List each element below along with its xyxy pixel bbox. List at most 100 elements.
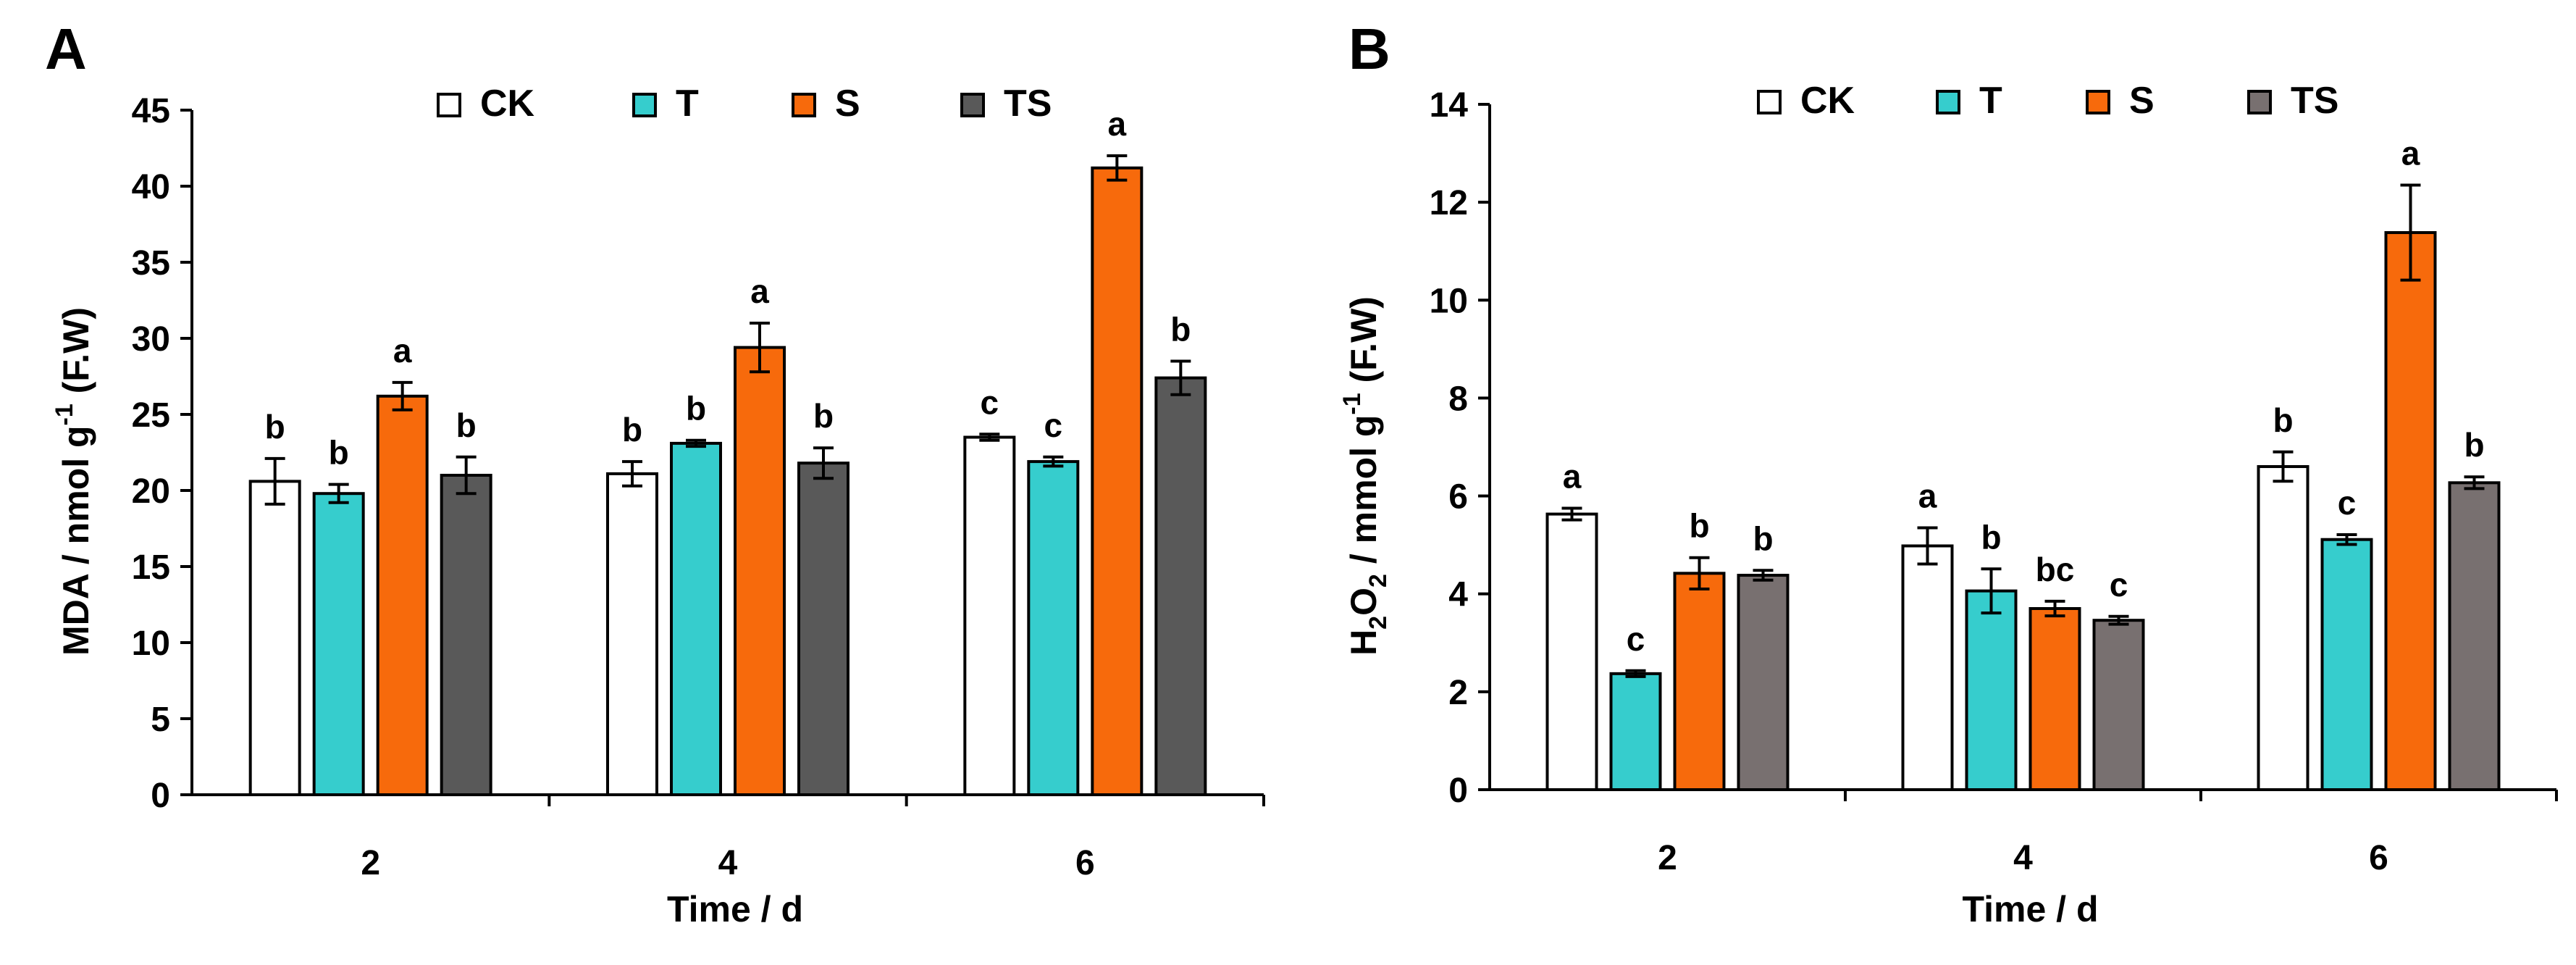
- significance-label: b: [813, 397, 834, 435]
- bar-ck: [2257, 465, 2309, 791]
- x-tick-label: 2: [361, 844, 380, 882]
- legend-label-ts: TS: [2291, 80, 2338, 122]
- legend-label-ck: CK: [480, 83, 535, 125]
- bar-s: [2029, 606, 2081, 791]
- bar-ts: [1154, 376, 1207, 796]
- bar-ck: [606, 472, 658, 797]
- panel-label: B: [1348, 17, 1390, 81]
- y-tick-label: 2: [1448, 674, 1468, 712]
- significance-label: a: [1563, 457, 1582, 495]
- x-axis-title: Time / d: [1962, 889, 2098, 930]
- legend-swatch-ts: [960, 93, 985, 117]
- bar-t: [2320, 538, 2373, 792]
- y-tick-label: 6: [1448, 478, 1468, 517]
- legend-label-ck: CK: [1800, 80, 1855, 122]
- bar-s: [734, 346, 786, 797]
- y-tick-label: 4: [1448, 576, 1468, 614]
- significance-label: c: [2338, 484, 2357, 522]
- y-tick-label: 10: [132, 624, 170, 663]
- x-tick-label: 4: [718, 844, 738, 882]
- significance-label: b: [686, 390, 706, 427]
- y-axis-title-part: (F.W): [1343, 296, 1384, 393]
- significance-label: b: [1170, 311, 1191, 348]
- y-axis-title-part: (F.W): [56, 307, 96, 404]
- bar-ts: [1737, 574, 1790, 792]
- y-axis-title-subscript: 2: [1364, 616, 1392, 630]
- legend-label-t: T: [676, 83, 699, 125]
- bar-s: [1091, 166, 1144, 797]
- x-tick-label: 4: [2013, 839, 2033, 877]
- legend-label-ts: TS: [1004, 83, 1052, 125]
- significance-label: bc: [2036, 551, 2075, 588]
- bar-ck: [248, 480, 301, 797]
- y-axis-title: MDA / nmol g-1 (F.W): [51, 307, 96, 656]
- bar-ts: [440, 474, 492, 796]
- legend-swatch-t: [632, 93, 657, 117]
- significance-label: b: [265, 408, 285, 446]
- legend-label-s: S: [2129, 80, 2155, 122]
- significance-label: b: [329, 434, 349, 472]
- bar-s: [2384, 231, 2437, 791]
- bar-ts: [2448, 481, 2501, 791]
- y-tick-label: 8: [1448, 380, 1468, 418]
- legend-swatch-ck: [437, 93, 461, 117]
- y-tick-label: 30: [132, 320, 170, 359]
- y-axis-title-superscript: -1: [1338, 393, 1366, 414]
- legend-swatch-ts: [2247, 90, 2272, 114]
- y-tick-label: 20: [132, 472, 170, 511]
- significance-label: a: [750, 272, 769, 310]
- significance-label: b: [456, 406, 477, 444]
- x-tick-label: 2: [1658, 839, 1677, 877]
- significance-label: c: [1044, 406, 1063, 444]
- y-tick-label: 0: [1448, 772, 1468, 810]
- significance-label: a: [1918, 477, 1937, 514]
- x-tick-label: 6: [1075, 844, 1095, 882]
- y-axis-title-part: H: [1343, 630, 1384, 656]
- bar-s: [1673, 572, 1726, 791]
- legend-label-s: S: [835, 83, 860, 125]
- legend-swatch-t: [1936, 90, 1960, 114]
- y-tick-label: 10: [1430, 282, 1468, 320]
- significance-label: b: [2273, 401, 2293, 439]
- legend-swatch-s: [2086, 90, 2110, 114]
- bar-t: [1027, 460, 1080, 796]
- y-axis-title-part: O: [1343, 588, 1384, 616]
- y-tick-label: 35: [132, 244, 170, 283]
- y-tick-label: 14: [1430, 86, 1469, 125]
- x-axis-title: Time / d: [667, 889, 803, 930]
- y-axis-title-subscript: 2: [1364, 574, 1392, 588]
- significance-label: b: [1753, 519, 1773, 557]
- y-tick-label: 45: [132, 92, 170, 130]
- legend-swatch-ck: [1757, 90, 1782, 114]
- significance-label: b: [1689, 507, 1709, 545]
- bar-ck: [1901, 544, 1954, 791]
- bar-t: [670, 441, 722, 797]
- bar-s: [376, 394, 429, 796]
- y-axis-title: H2O2 / mmol g-1 (F.W): [1338, 296, 1392, 656]
- y-tick-label: 5: [151, 701, 170, 739]
- significance-label: b: [1981, 518, 2001, 556]
- y-tick-label: 40: [132, 168, 170, 206]
- significance-label: b: [622, 411, 642, 448]
- bar-t: [1609, 672, 1662, 791]
- y-tick-label: 12: [1430, 184, 1468, 222]
- legend-label-t: T: [1979, 80, 2002, 122]
- panel-label: A: [45, 17, 87, 81]
- bar-ts: [2092, 619, 2145, 792]
- y-tick-label: 15: [132, 548, 170, 587]
- y-tick-label: 25: [132, 396, 170, 435]
- bar-ts: [797, 461, 849, 796]
- significance-label: b: [2464, 426, 2484, 464]
- y-axis-title-part: / mmol g: [1343, 415, 1384, 574]
- legend-swatch-s: [792, 93, 816, 117]
- y-tick-label: 0: [151, 777, 170, 815]
- significance-label: c: [1627, 620, 1645, 658]
- significance-label: a: [2401, 134, 2420, 172]
- bar-ck: [963, 435, 1016, 796]
- significance-label: c: [2110, 566, 2128, 603]
- x-tick-label: 6: [2369, 839, 2388, 877]
